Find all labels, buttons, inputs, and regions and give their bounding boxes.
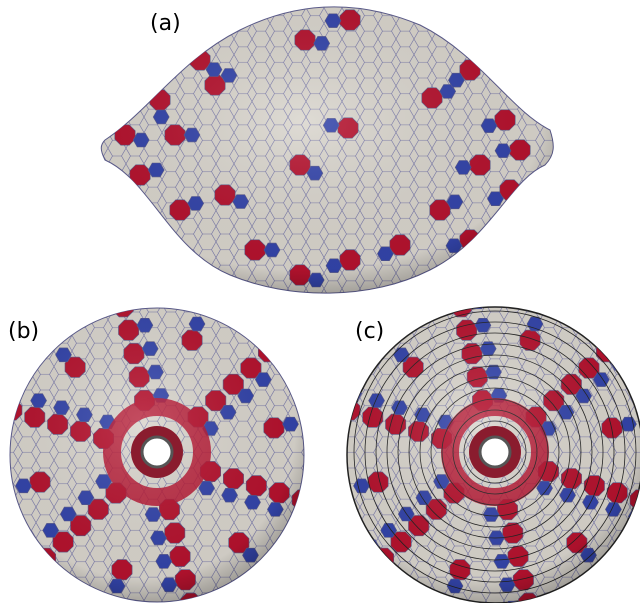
defect-blue — [137, 221, 153, 235]
panel-a: (a) — [101, 7, 553, 293]
defect-blue — [132, 295, 148, 309]
defect-red — [120, 210, 140, 230]
hole — [480, 437, 510, 467]
figure: (a) (b) (c) — [0, 0, 640, 603]
hole — [142, 437, 172, 467]
lemon-shade — [101, 7, 553, 293]
panel-c: (c) — [340, 295, 640, 603]
panel-label: (a) — [150, 11, 181, 36]
panel-b: (b) — [2, 295, 313, 603]
panel-label: (b) — [8, 319, 39, 344]
panel-label: (c) — [355, 319, 384, 344]
defect-blue — [470, 295, 486, 309]
